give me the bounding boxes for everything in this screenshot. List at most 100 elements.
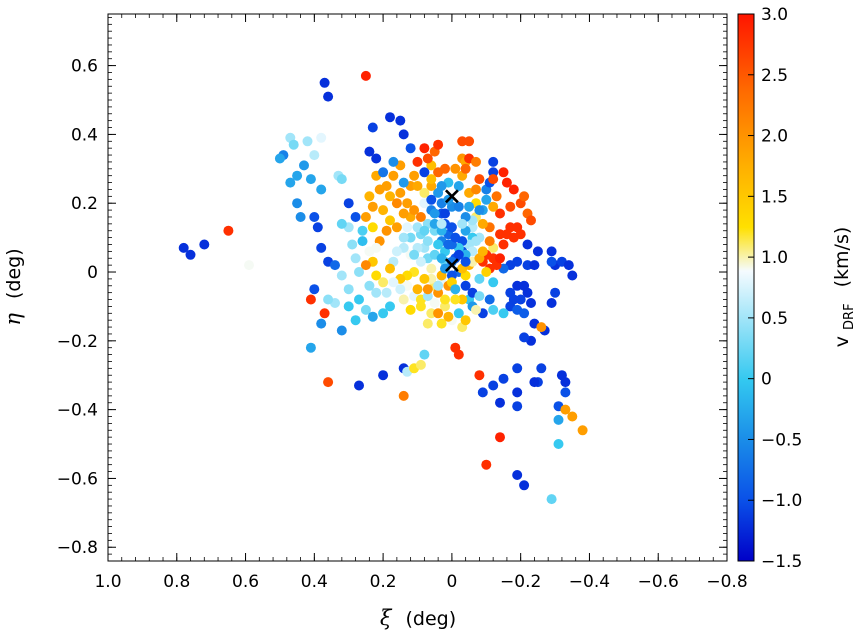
data-point-70 xyxy=(512,363,523,374)
data-point-352 xyxy=(443,311,454,322)
data-point-118 xyxy=(526,298,536,308)
data-point-18 xyxy=(309,150,320,161)
data-point-105 xyxy=(532,246,543,257)
data-point-286 xyxy=(357,225,368,236)
data-point-96 xyxy=(536,322,547,333)
data-point-121 xyxy=(519,308,530,319)
data-point-290 xyxy=(364,191,375,202)
data-point-326 xyxy=(453,201,464,212)
data-point-229 xyxy=(464,136,475,147)
data-point-101 xyxy=(546,256,557,267)
data-point-148 xyxy=(526,215,536,226)
data-point-323 xyxy=(436,181,447,191)
data-point-37 xyxy=(354,294,364,305)
data-point-104 xyxy=(567,270,578,281)
data-point-76 xyxy=(481,459,492,470)
data-point-281 xyxy=(364,280,375,291)
data-point-274 xyxy=(364,246,375,257)
data-point-276 xyxy=(360,260,371,271)
data-point-86 xyxy=(560,387,571,398)
data-point-29 xyxy=(316,242,327,253)
data-point-237 xyxy=(474,205,485,216)
data-point-342 xyxy=(457,294,468,305)
data-point-43 xyxy=(385,301,395,312)
data-point-155 xyxy=(481,194,492,205)
colorbar-tick-label: 1.0 xyxy=(761,248,788,268)
data-point-106 xyxy=(522,239,533,250)
data-point-317 xyxy=(419,225,430,236)
data-point-61 xyxy=(453,308,464,319)
data-point-320 xyxy=(440,208,450,219)
x-axis-title: ξ (deg) xyxy=(380,606,456,630)
data-point-152 xyxy=(498,167,509,178)
data-point-4 xyxy=(244,260,254,271)
data-point-192 xyxy=(422,284,433,295)
y-tick-label: −0.8 xyxy=(57,538,98,558)
data-point-145 xyxy=(505,201,516,212)
data-point-23 xyxy=(305,174,316,185)
data-point-313 xyxy=(409,249,420,260)
colorbar-tick-label: 0.5 xyxy=(761,309,788,329)
data-point-33 xyxy=(343,284,354,295)
data-point-265 xyxy=(388,170,399,181)
data-point-81 xyxy=(553,414,564,425)
eta-symbol: η xyxy=(1,313,25,326)
data-point-20 xyxy=(299,160,309,171)
data-point-280 xyxy=(371,287,382,298)
data-point-55 xyxy=(415,359,426,370)
data-point-5 xyxy=(319,77,330,88)
data-point-293 xyxy=(378,167,389,178)
data-point-7 xyxy=(360,70,371,81)
data-point-324 xyxy=(426,174,437,185)
data-point-287 xyxy=(367,222,378,233)
data-point-91 xyxy=(529,377,540,388)
data-point-298 xyxy=(336,174,347,185)
data-point-27 xyxy=(309,212,320,222)
data-point-10 xyxy=(395,115,406,126)
data-point-186 xyxy=(395,284,406,295)
data-point-282 xyxy=(354,267,364,277)
data-point-254 xyxy=(398,208,409,219)
x-tick-label: 0.2 xyxy=(370,572,397,592)
data-point-347 xyxy=(412,181,423,191)
data-point-68 xyxy=(477,387,488,398)
data-point-205 xyxy=(477,218,488,229)
data-point-350 xyxy=(422,318,433,329)
data-point-19 xyxy=(316,132,327,143)
data-point-306 xyxy=(385,263,395,274)
data-point-328 xyxy=(457,218,468,229)
data-point-202 xyxy=(477,246,488,257)
colorbar-ticks: 3.0 2.5 2.0 1.5 1.0 0.5 0 −0.5 −1.0 −1.5 xyxy=(748,5,802,572)
colorbar-tick-label: −1.5 xyxy=(761,552,802,572)
data-point-331 xyxy=(453,249,464,260)
y-axis-title: η (deg) xyxy=(1,248,25,325)
y-tick-label: 0.4 xyxy=(71,125,98,145)
data-point-337 xyxy=(433,280,444,291)
data-point-340 xyxy=(474,291,485,302)
data-point-277 xyxy=(371,270,382,281)
data-point-44 xyxy=(309,284,320,295)
data-point-256 xyxy=(395,187,406,198)
y-tick-label: 0.2 xyxy=(71,194,98,214)
data-point-271 xyxy=(381,225,392,236)
data-point-345 xyxy=(415,212,426,222)
data-point-255 xyxy=(402,198,413,209)
data-point-304 xyxy=(391,246,402,257)
data-point-150 xyxy=(508,184,519,195)
colorbar-tick-label: 2.0 xyxy=(761,127,788,147)
colorbar-label-sub: DRF xyxy=(842,303,857,330)
svg-text:ξ (deg): ξ (deg) xyxy=(380,606,456,630)
data-point-353 xyxy=(450,294,461,305)
data-point-40 xyxy=(336,325,347,336)
data-point-123 xyxy=(488,304,499,315)
x-tick-label: −0.2 xyxy=(500,572,541,592)
data-point-354 xyxy=(429,298,440,308)
data-point-268 xyxy=(378,205,389,216)
data-point-285 xyxy=(357,236,368,247)
data-point-136 xyxy=(498,239,509,250)
data-points xyxy=(178,70,588,505)
data-point-97 xyxy=(546,298,557,308)
data-point-284 xyxy=(347,239,358,250)
data-point-299 xyxy=(343,198,354,209)
data-point-160 xyxy=(488,156,499,167)
